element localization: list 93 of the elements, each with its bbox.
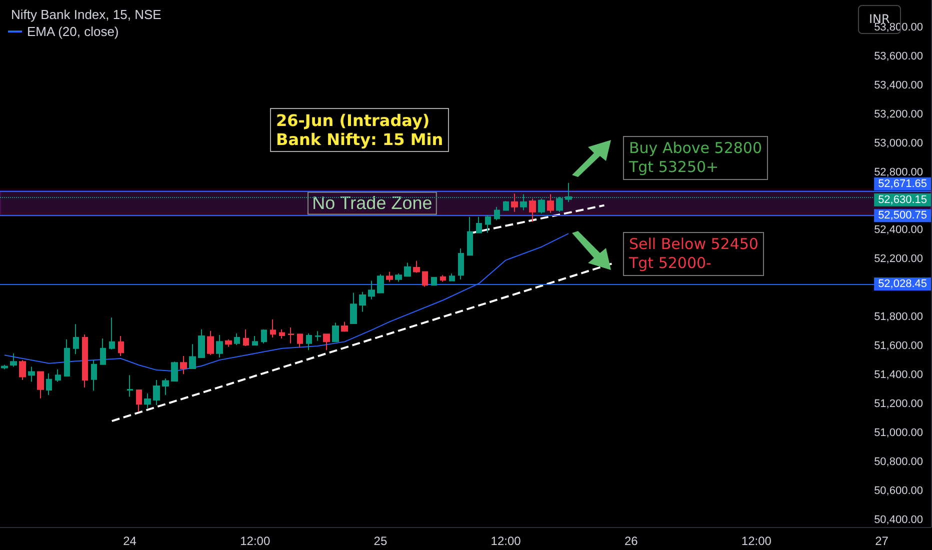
candlestick bbox=[315, 330, 321, 342]
candlestick bbox=[19, 360, 26, 381]
candlestick bbox=[64, 338, 70, 376]
candlestick bbox=[467, 216, 473, 256]
candlestick bbox=[261, 328, 267, 344]
candlestick bbox=[234, 332, 240, 346]
y-tick-label: 50,600.00 bbox=[874, 484, 923, 497]
x-tick-label: 12:00 bbox=[240, 534, 270, 548]
legend-label: EMA (20, close) bbox=[27, 24, 119, 39]
y-tick-label: 51,400.00 bbox=[874, 368, 923, 381]
y-tick-label: 51,800.00 bbox=[874, 311, 923, 324]
band-label: No Trade Zone bbox=[312, 193, 432, 214]
candlestick bbox=[153, 380, 160, 406]
candlestick bbox=[476, 216, 482, 234]
candlestick bbox=[144, 392, 151, 409]
y-tick-label: 50,800.00 bbox=[874, 456, 923, 468]
candlestick bbox=[118, 336, 124, 357]
annotation: Sell Below 52450 Tgt 52000- bbox=[623, 232, 764, 276]
candlestick bbox=[386, 271, 393, 282]
candlestick bbox=[55, 368, 61, 382]
candlestick bbox=[359, 291, 366, 312]
candlestick bbox=[180, 356, 187, 375]
candlestick bbox=[109, 317, 115, 350]
candlestick bbox=[341, 321, 348, 332]
ref-line-label: 52,630.15 bbox=[878, 194, 927, 206]
candlestick bbox=[404, 262, 411, 277]
candlestick bbox=[225, 338, 232, 348]
candlestick bbox=[395, 272, 402, 282]
x-tick-label: 27 bbox=[875, 534, 889, 548]
candlestick bbox=[100, 338, 106, 365]
candlestick bbox=[494, 206, 500, 221]
candlestick bbox=[243, 328, 249, 347]
candlestick bbox=[10, 352, 17, 368]
candlestick bbox=[440, 274, 446, 282]
candlestick bbox=[46, 372, 52, 396]
candlestick bbox=[503, 200, 509, 211]
candlestick bbox=[279, 328, 285, 339]
candlestick bbox=[189, 344, 196, 369]
ref-line-label: 52,500.75 bbox=[878, 210, 927, 222]
y-tick-label: 51,600.00 bbox=[874, 340, 923, 352]
candlestick bbox=[449, 272, 455, 282]
y-tick-label: 53,200.00 bbox=[874, 108, 923, 120]
candlestick bbox=[485, 214, 491, 234]
candlestick bbox=[198, 328, 205, 358]
candlestick bbox=[306, 332, 312, 351]
candlestick bbox=[332, 322, 339, 342]
y-tick-label: 53,800.00 bbox=[874, 22, 923, 34]
candlestick bbox=[270, 318, 276, 338]
candlestick bbox=[171, 361, 178, 382]
y-tick-label: 50,400.00 bbox=[874, 514, 923, 526]
candlestick bbox=[136, 390, 142, 412]
candlestick bbox=[511, 193, 518, 212]
candlestick bbox=[162, 378, 169, 396]
ref-line-label: 52,028.45 bbox=[878, 278, 927, 290]
candlestick bbox=[368, 280, 375, 300]
x-tick-label: 12:00 bbox=[741, 534, 772, 548]
annotation: Buy Above 52800 Tgt 53250+ bbox=[623, 136, 768, 180]
y-tick-label: 53,400.00 bbox=[874, 79, 923, 92]
x-tick-label: 12:00 bbox=[490, 534, 522, 548]
y-tick-label: 52,200.00 bbox=[874, 253, 923, 266]
candlestick bbox=[82, 334, 88, 388]
candlestick bbox=[288, 326, 294, 344]
annotation: 26-Jun (Intraday) Bank Nifty: 15 Min bbox=[270, 108, 450, 152]
candlestick bbox=[350, 292, 357, 324]
candlestick bbox=[28, 366, 35, 382]
candlestick bbox=[422, 271, 428, 288]
candlestick bbox=[73, 324, 79, 355]
candlestick bbox=[413, 260, 420, 274]
candlestick bbox=[323, 334, 330, 351]
candlestick bbox=[547, 194, 554, 214]
x-tick-label: 25 bbox=[374, 534, 388, 548]
y-tick-label: 53,600.00 bbox=[874, 50, 923, 62]
y-tick-label: 53,000.00 bbox=[874, 137, 923, 150]
x-tick-label: 26 bbox=[624, 534, 638, 548]
candlestick bbox=[127, 374, 133, 398]
candlestick bbox=[1, 364, 8, 370]
candlestick bbox=[207, 330, 214, 356]
candlestick bbox=[37, 371, 44, 399]
candlestick bbox=[91, 360, 97, 392]
candlestick bbox=[216, 334, 223, 358]
candlestick bbox=[458, 248, 464, 280]
ref-line-label: 52,671.65 bbox=[878, 178, 927, 190]
y-tick-label: 52,800.00 bbox=[874, 166, 923, 178]
y-tick-label: 51,200.00 bbox=[874, 398, 923, 410]
y-tick-label: 52,400.00 bbox=[874, 224, 923, 236]
y-tick-label: 51,000.00 bbox=[874, 426, 923, 439]
candlestick bbox=[431, 277, 437, 286]
text: Nifty Bank Index, 15, NSE bbox=[11, 7, 162, 22]
candlestick bbox=[377, 274, 384, 294]
candlestick bbox=[297, 334, 303, 348]
candlestick bbox=[252, 336, 258, 346]
x-tick-label: 24 bbox=[123, 534, 137, 548]
candlestick bbox=[529, 198, 536, 222]
